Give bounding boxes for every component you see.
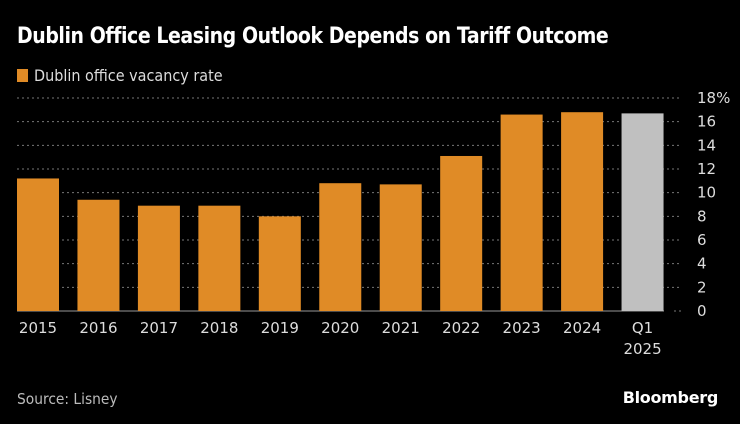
x-tick-label: 2023 [503,319,541,337]
x-tick-label: 2022 [442,319,480,337]
bloomberg-logo: Bloomberg [622,388,719,407]
bar-2021 [379,184,422,311]
legend-swatch [17,69,28,82]
source-note: Source: Lisney [17,390,118,408]
y-tick-label: 18% [697,89,730,107]
bar-2022 [440,155,483,311]
x-tick-label: 2016 [79,319,117,337]
y-tick-label: 8 [697,207,707,225]
bar-2015 [17,178,59,311]
bar-2023 [500,114,543,311]
bars [17,112,664,311]
legend-label: Dublin office vacancy rate [34,66,223,85]
x-tick-label: 2021 [382,319,420,337]
y-tick-label: 16 [697,113,716,131]
x-tick-label: Q1 [632,319,653,337]
bar-2019 [258,216,301,311]
chart-title: Dublin Office Leasing Outlook Depends on… [17,24,609,49]
y-tick-label: 4 [697,255,707,273]
bar-2020 [319,183,362,311]
legend: Dublin office vacancy rate [17,66,244,85]
x-tick-label: 2019 [261,319,299,337]
x-axis-ticks: 2015 2016 2017 2018 2019 2020 2021 2022 2023 2024… [19,319,662,358]
x-tick-label: 2020 [321,319,359,337]
x-tick-label: 2025 [623,340,661,358]
y-tick-label: 10 [697,184,716,202]
bar-2017 [137,205,180,311]
bar-2016 [77,199,120,311]
x-tick-label: 2024 [563,319,601,337]
y-tick-label: 12 [697,160,716,178]
bar-2024 [561,112,604,311]
y-axis-ticks: 0 2 4 6 8 10 12 14 16 18% [697,89,730,320]
y-tick-label: 6 [697,231,707,249]
y-tick-label: 14 [697,136,716,154]
x-tick-label: 2015 [19,319,57,337]
x-tick-label: 2017 [140,319,178,337]
y-tick-label: 2 [697,278,707,296]
bar-2018 [198,205,241,311]
bar-q1-2025 [621,113,664,311]
x-tick-label: 2018 [200,319,238,337]
y-tick-label: 0 [697,302,707,320]
